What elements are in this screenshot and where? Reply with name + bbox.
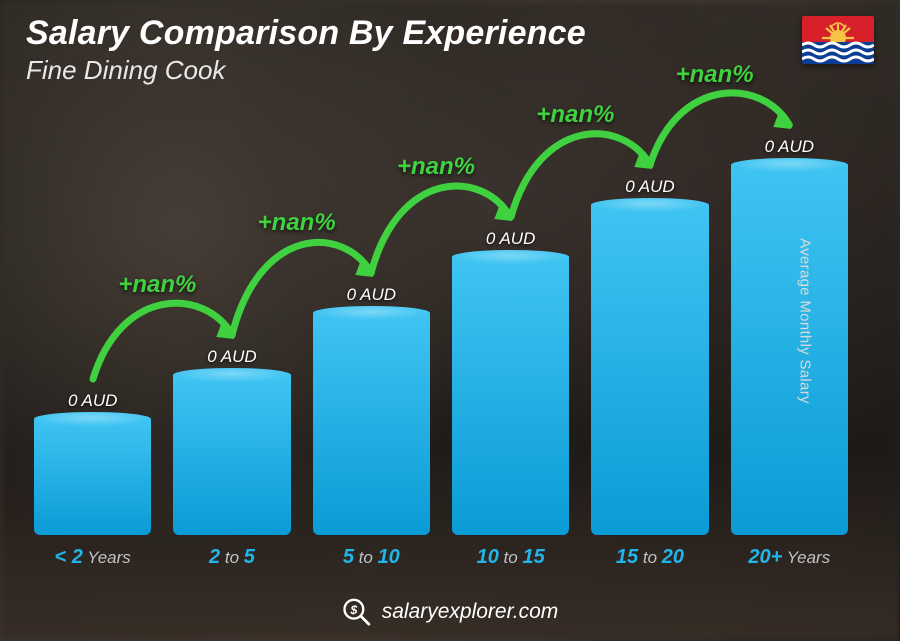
bar-value-label: 0 AUD: [347, 285, 396, 305]
page-subtitle: Fine Dining Cook: [26, 55, 874, 86]
svg-text:$: $: [349, 603, 357, 617]
bar-column: 0 AUD10 to 15: [452, 229, 569, 535]
bar: [173, 375, 290, 535]
bar: [313, 313, 430, 535]
page-title: Salary Comparison By Experience: [26, 14, 874, 53]
bar-value-label: 0 AUD: [625, 177, 674, 197]
header: Salary Comparison By Experience Fine Din…: [26, 14, 874, 86]
bar-value-label: 0 AUD: [486, 229, 535, 249]
x-axis-label: 10 to 15: [477, 546, 545, 569]
x-axis-label: 5 to 10: [343, 546, 400, 569]
salary-bar-chart: 0 AUD< 2 Years0 AUD2 to 50 AUD5 to 100 A…: [34, 120, 848, 569]
bar-column: 0 AUD5 to 10: [313, 285, 430, 535]
bar: [731, 165, 848, 535]
bar-value-label: 0 AUD: [207, 347, 256, 367]
bar-column: 0 AUD15 to 20: [591, 177, 708, 535]
brand-label: salaryexplorer.com: [382, 600, 559, 624]
flag-kiribati: [802, 16, 874, 64]
bar: [591, 205, 708, 535]
y-axis-label: Average Monthly Salary: [797, 238, 814, 404]
bar-column: 0 AUD20+ Years: [731, 137, 848, 535]
bar: [452, 257, 569, 535]
x-axis-label: 20+ Years: [748, 546, 830, 569]
brand-footer: $ salaryexplorer.com: [342, 597, 559, 627]
bar-column: 0 AUD2 to 5: [173, 347, 290, 535]
bar-value-label: 0 AUD: [68, 391, 117, 411]
x-axis-label: < 2 Years: [55, 546, 131, 569]
x-axis-label: 15 to 20: [616, 546, 684, 569]
bar-column: 0 AUD< 2 Years: [34, 391, 151, 535]
magnifier-dollar-icon: $: [342, 597, 372, 627]
bar-value-label: 0 AUD: [765, 137, 814, 157]
x-axis-label: 2 to 5: [209, 546, 255, 569]
bar: [34, 419, 151, 535]
